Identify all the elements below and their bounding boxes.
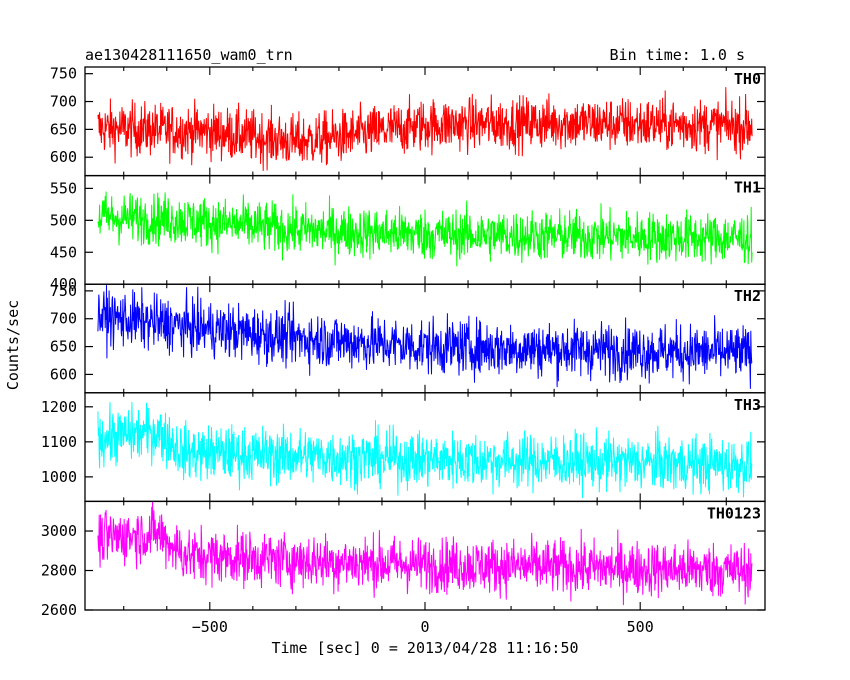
y-tick-label: 1200 (41, 398, 77, 416)
figure-title: ae130428111650_wam0_trn (85, 46, 293, 64)
y-tick-label: 450 (50, 243, 77, 261)
panel-label-th1: TH1 (734, 179, 761, 197)
panel-th2: 600 650 700 750 TH2 (50, 282, 766, 394)
y-tick-label: 700 (50, 310, 77, 328)
panel-th3: 1000 1100 1200 TH3 (41, 392, 766, 503)
y-tick-label: 600 (50, 365, 77, 383)
y-tick-label: 1000 (41, 468, 77, 486)
y-tick-label: 500 (50, 211, 77, 229)
y-tick-label: 400 (50, 275, 77, 293)
y-tick-label: 700 (50, 93, 77, 111)
y-tick-label: 550 (50, 179, 77, 197)
y-tick-label: 600 (50, 148, 77, 166)
panel-label-th3: TH3 (734, 396, 761, 414)
x-tick-label: −500 (192, 618, 228, 636)
panel-th0123: 2600 2800 3000 TH0123 (41, 500, 766, 619)
x-tick-label: 500 (627, 618, 654, 636)
panel-th1: 400 450 500 550 TH1 (50, 174, 766, 293)
y-tick-label: 1100 (41, 433, 77, 451)
y-tick-label: 750 (50, 65, 77, 83)
series-line-th3 (97, 401, 753, 499)
panel-label-th0: TH0 (734, 70, 761, 88)
x-axis-label: Time [sec] 0 = 2013/04/28 11:16:50 (271, 639, 578, 657)
y-tick-label: 2800 (41, 562, 77, 580)
series-line-th1 (97, 191, 753, 267)
y-axis-label: Counts/sec (4, 300, 22, 390)
bin-time-label: Bin time: 1.0 s (610, 46, 745, 64)
y-tick-label: 2600 (41, 601, 77, 619)
y-tick-label: 650 (50, 120, 77, 138)
x-tick-label: 0 (420, 618, 429, 636)
series-line-th2 (97, 285, 753, 389)
panel-label-th0123: TH0123 (707, 504, 761, 522)
y-tick-label: 750 (50, 282, 77, 300)
y-tick-label: 650 (50, 338, 77, 356)
series-line-th0123 (97, 501, 753, 606)
panel-label-th2: TH2 (734, 287, 761, 305)
series-line-th0 (97, 87, 753, 171)
panels: 600 650 700 750 TH0 400 450 500 550 TH1 600 650 700 7… (41, 65, 766, 636)
y-tick-label: 3000 (41, 522, 77, 540)
panel-th0: 600 650 700 750 TH0 (50, 65, 766, 177)
